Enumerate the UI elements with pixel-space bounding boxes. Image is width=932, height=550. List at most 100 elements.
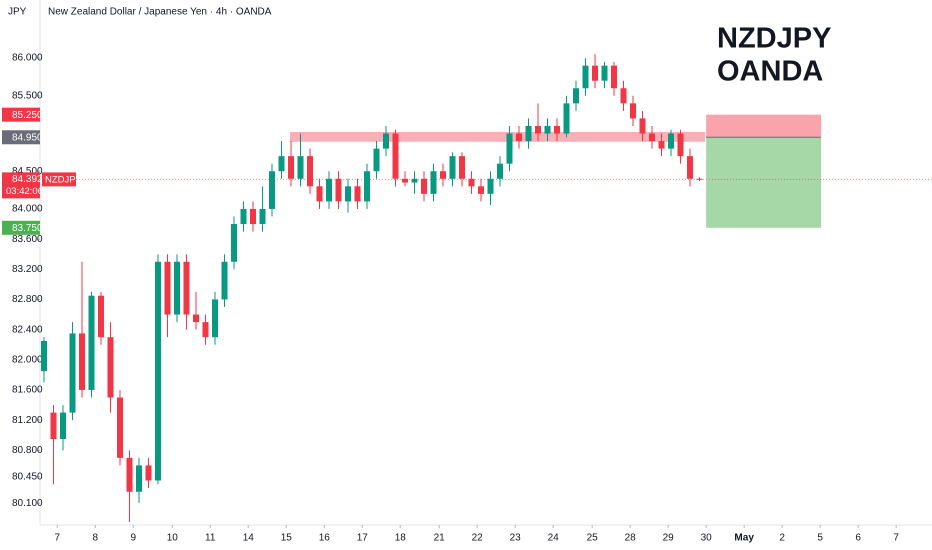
x-tick-label: 18: [395, 533, 407, 544]
candle-body: [535, 125, 541, 134]
candle-body: [60, 412, 66, 440]
candle-body: [487, 178, 494, 194]
candle-body: [50, 412, 57, 440]
candle-body: [69, 333, 76, 413]
candle-body: [677, 133, 684, 157]
candle-body: [117, 397, 123, 458]
candle-body: [383, 133, 389, 149]
x-tick-label: 22: [472, 533, 484, 544]
candle-body: [649, 133, 655, 142]
x-tick-label: May: [734, 533, 754, 544]
candle-body: [136, 465, 142, 492]
stop-zone: [706, 114, 822, 138]
x-tick-label: 25: [587, 533, 599, 544]
candle-body: [231, 224, 237, 262]
countdown: 03:42:06: [6, 186, 43, 197]
x-tick-label: 14: [243, 533, 255, 544]
y-tick-label: 86.000: [12, 53, 43, 64]
x-tick-label: 7: [55, 533, 61, 544]
candle-body: [326, 178, 332, 202]
annotation: NZDJPY: [717, 23, 831, 55]
y-tick-label: 85.500: [12, 90, 43, 101]
candle-body: [250, 208, 256, 225]
candle-body: [516, 133, 522, 142]
candle-body: [421, 178, 427, 194]
y-tick-label: 80.450: [12, 471, 43, 482]
candle-body: [392, 133, 399, 179]
candle-body: [183, 261, 190, 315]
target-label: 83.750: [12, 223, 43, 234]
candle-body: [364, 171, 370, 202]
candle-body: [259, 208, 266, 225]
candle-body: [411, 178, 418, 183]
candle-body: [164, 261, 171, 315]
last-price-box: [2, 172, 40, 199]
symbol-box: [42, 172, 76, 187]
candle-body: [354, 186, 361, 202]
candle-body: [506, 133, 513, 164]
x-tick-label: 11: [205, 533, 216, 544]
candle-body: [402, 178, 408, 183]
candle-body: [107, 337, 114, 398]
x-tick-label: 21: [434, 533, 446, 544]
x-tick-label: 7: [893, 533, 899, 544]
y-tick-label: 82.800: [12, 294, 43, 305]
stop-label-box: [2, 107, 40, 122]
candle-body: [88, 295, 95, 390]
target-label-box: [2, 220, 40, 235]
candle-body: [155, 261, 161, 481]
candle-body: [563, 103, 570, 134]
x-tick-label: 29: [663, 533, 675, 544]
y-tick-label: 82.400: [12, 324, 43, 335]
candle-body: [79, 333, 85, 390]
y-tick-label: 81.200: [12, 415, 43, 426]
candle-body: [658, 141, 665, 149]
x-tick-label: 30: [701, 533, 713, 544]
candle-body: [696, 178, 703, 180]
x-tick-label: 2: [779, 533, 785, 544]
candle-body: [449, 156, 456, 179]
y-tick-label: 80.800: [12, 445, 43, 456]
candle-body: [630, 103, 636, 119]
y-tick-label: 84.000: [12, 204, 43, 215]
x-tick-label: 17: [357, 533, 369, 544]
candle-body: [525, 125, 532, 142]
last-price-label: 84.392: [12, 174, 43, 185]
candle-body: [316, 186, 323, 202]
x-tick-label: 16: [319, 533, 331, 544]
candle-body: [240, 208, 247, 225]
y-tick-label: 80.100: [12, 498, 43, 509]
target-zone: [706, 137, 822, 228]
candle-body: [98, 295, 104, 338]
candle-body: [193, 314, 199, 323]
candle-body: [307, 156, 313, 187]
candle-body: [269, 171, 275, 209]
candle-body: [345, 186, 351, 202]
x-tick-label: 5: [817, 533, 823, 544]
candle-body: [373, 148, 380, 172]
x-tick-label: 10: [167, 533, 179, 544]
candle-body: [554, 125, 560, 134]
candle-body: [687, 156, 693, 179]
candle-body: [126, 457, 133, 492]
candle-body: [430, 171, 437, 194]
x-tick-label: 24: [548, 533, 560, 544]
candle-body: [668, 133, 674, 149]
candle-body: [601, 65, 608, 81]
candle-body: [174, 261, 180, 315]
candle-body: [221, 261, 228, 300]
candle-body: [611, 65, 617, 89]
entry-label: 84.950: [12, 132, 43, 143]
y-tick-label: 83.600: [12, 234, 43, 245]
x-tick-label: 28: [625, 533, 637, 544]
x-tick-label: 15: [281, 533, 293, 544]
candle-body: [544, 125, 551, 134]
candle-body: [212, 299, 218, 338]
resistance-zone: [290, 132, 706, 142]
candle-body: [288, 156, 294, 179]
candle-body: [620, 88, 627, 104]
candle-body: [497, 163, 503, 179]
candle-body: [145, 465, 152, 481]
